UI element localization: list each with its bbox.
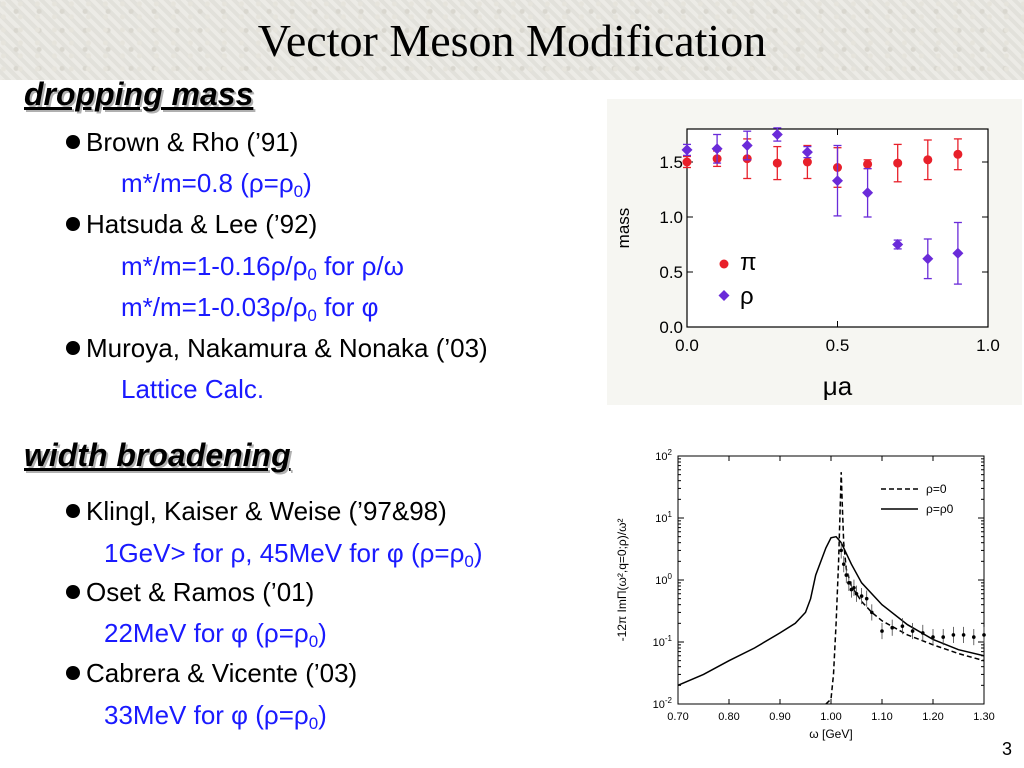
data-point	[931, 635, 935, 639]
data-point-rho	[862, 187, 874, 199]
bullet-icon	[66, 585, 80, 599]
legend-label-rho-0: ρ=0	[926, 482, 947, 496]
list-item: Hatsuda & Lee (’92)	[66, 209, 317, 240]
data-point	[854, 591, 859, 596]
list-item-detail: m*/m=1-0.16ρ/ρ0 for ρ/ω	[121, 251, 404, 284]
data-point-rho	[711, 143, 723, 155]
y-tick-label: 10-2	[653, 696, 673, 711]
series-line-rho-0	[825, 472, 984, 704]
data-point-rho	[681, 144, 693, 156]
data-point-pi	[923, 155, 933, 165]
data-point-rho	[801, 146, 813, 158]
section-heading-width-broadening: width broadening	[24, 437, 291, 473]
page-number: 3	[1001, 739, 1012, 759]
y-axis-label: mass	[614, 208, 633, 249]
data-point-rho	[771, 129, 783, 140]
data-point-rho	[832, 175, 843, 187]
data-point	[852, 585, 856, 590]
y-tick-label: 0.5	[659, 263, 683, 282]
data-point	[921, 631, 925, 635]
y-tick-label: 1.0	[659, 208, 683, 227]
x-axis-label: ω [GeV]	[809, 727, 852, 741]
bullet-icon	[66, 135, 80, 149]
bullet-icon	[66, 666, 80, 680]
list-item-detail: Lattice Calc.	[121, 374, 265, 404]
x-axis-label: μa	[823, 371, 853, 401]
data-point	[839, 548, 843, 553]
x-tick-label: 0.70	[667, 711, 688, 723]
bullet-icon	[66, 217, 80, 231]
slide-title: Vector Meson Modification	[257, 15, 767, 66]
spectral-function-chart: 0.70 0.80 0.90 1.00 1.10 1.20 1.30 10-2 10-1 100 1…	[615, 448, 995, 741]
list-item: Brown & Rho (’91)	[66, 127, 298, 158]
data-point-pi	[863, 159, 873, 169]
x-tick-label: 0.0	[675, 336, 699, 355]
list-item: Klingl, Kaiser & Weise (’97&98)	[66, 496, 447, 527]
list-item: Muroya, Nakamura & Nonaka (’03)	[66, 333, 488, 364]
list-item-detail: m*/m=1-0.03ρ/ρ0 for φ	[121, 292, 379, 325]
data-point	[870, 610, 874, 615]
y-tick-label: 10-1	[653, 634, 673, 649]
data-point-pi	[682, 157, 692, 167]
y-axis-label: -12π ImΠ(ω²,q=0;ρ)/ω²	[615, 519, 629, 642]
x-tick-label: 0.90	[769, 711, 790, 723]
list-item: Cabrera & Vicente (’03)	[66, 658, 357, 689]
data-point	[910, 629, 915, 633]
list-item-detail: 1GeV> for ρ, 45MeV for φ (ρ=ρ0)	[104, 538, 483, 571]
data-point	[951, 633, 956, 637]
x-tick-label: 1.20	[922, 711, 943, 723]
y-tick-label: 101	[655, 510, 672, 525]
y-tick-label: 0.0	[659, 318, 683, 337]
series-line-rho-rho0	[678, 535, 984, 686]
legend-marker-rho	[718, 290, 730, 301]
data-point-pi	[893, 158, 903, 168]
y-tick-label: 102	[655, 448, 672, 463]
data-point	[844, 573, 849, 577]
data-point	[849, 587, 854, 592]
list-item-detail: m*/m=0.8 (ρ=ρ0)	[121, 168, 312, 201]
legend-label-rho: ρ	[740, 283, 754, 310]
data-point	[961, 633, 966, 637]
data-point-pi	[772, 158, 782, 168]
x-tick-label: 0.80	[718, 711, 739, 723]
y-tick-label: 1.5	[659, 153, 683, 172]
x-tick-label: 1.0	[976, 336, 1000, 355]
list-item-detail: 22MeV for φ (ρ=ρ0)	[104, 618, 327, 651]
plot-area	[677, 455, 985, 705]
bullet-icon	[66, 341, 80, 355]
legend-label-rho-rho0: ρ=ρ0	[926, 502, 954, 516]
list-item-detail: 33MeV for φ (ρ=ρ0)	[104, 700, 327, 733]
data-point	[847, 581, 851, 585]
data-point	[972, 635, 976, 639]
data-point	[941, 635, 945, 639]
data-point	[982, 633, 986, 637]
data-point-rho	[952, 247, 964, 259]
list-item: Oset & Ramos (’01)	[66, 577, 314, 608]
x-tick-label: 1.00	[820, 711, 841, 723]
data-point	[880, 629, 884, 633]
data-point	[900, 624, 905, 628]
data-point-pi	[802, 157, 812, 167]
x-tick-label: 1.30	[973, 711, 994, 723]
data-point-rho	[892, 239, 904, 250]
section-heading-dropping-mass: dropping mass	[24, 76, 254, 112]
mass-scatter-chart: 0.0 0.5 1.0 0.0 0.5 1.0 1.5 μa mass πρ	[607, 99, 1022, 405]
legend-label-pi: π	[740, 249, 757, 276]
bullet-icon	[66, 504, 80, 518]
data-point-pi	[953, 149, 963, 159]
data-point	[859, 594, 864, 598]
x-tick-label: 0.5	[826, 336, 850, 355]
legend-marker-pi	[719, 259, 729, 269]
data-point	[890, 625, 894, 630]
title-band	[0, 0, 1024, 80]
data-point-rho	[741, 140, 753, 151]
x-tick-label: 1.10	[871, 711, 892, 723]
data-point	[864, 596, 869, 601]
data-point	[841, 562, 846, 566]
y-tick-label: 100	[655, 572, 672, 587]
